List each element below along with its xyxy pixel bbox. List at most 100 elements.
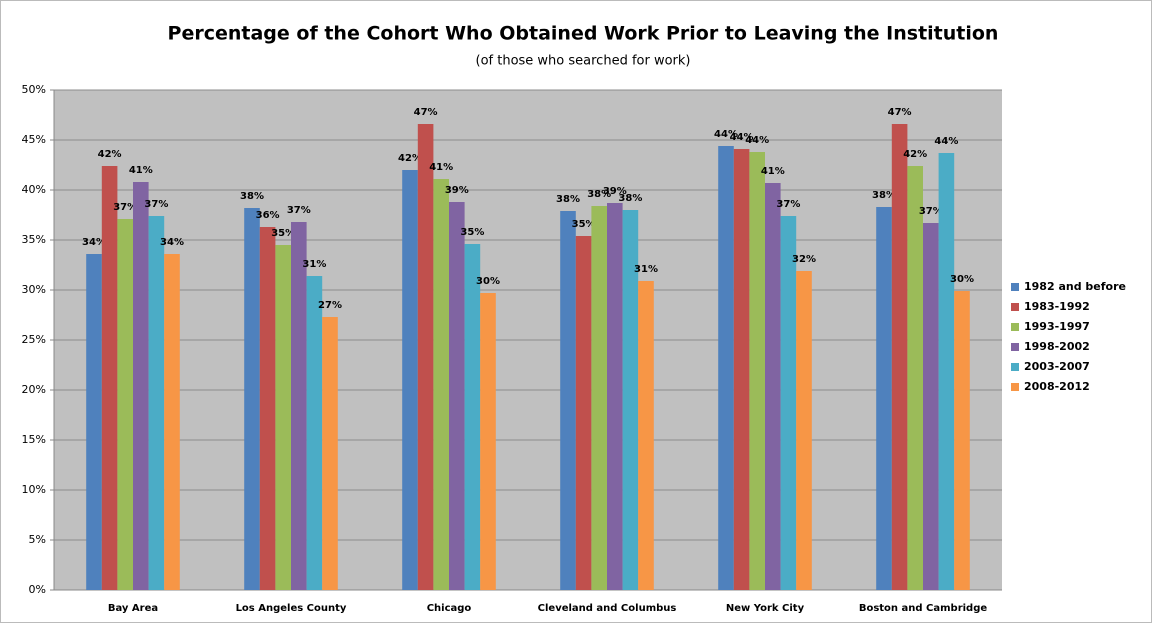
bar bbox=[622, 210, 639, 590]
y-tick-label: 25% bbox=[22, 333, 46, 346]
bar bbox=[259, 227, 276, 590]
value-label: 37% bbox=[113, 202, 137, 213]
bar bbox=[117, 219, 133, 590]
value-label: 31% bbox=[302, 259, 326, 270]
bar bbox=[433, 179, 449, 590]
bar bbox=[718, 146, 734, 590]
legend-swatch bbox=[1011, 363, 1019, 371]
y-tick-label: 15% bbox=[22, 433, 46, 446]
bar bbox=[86, 254, 102, 590]
bar bbox=[464, 244, 481, 590]
value-label: 42% bbox=[903, 149, 927, 160]
bar bbox=[907, 166, 923, 590]
bar bbox=[133, 182, 149, 590]
y-tick-label: 20% bbox=[22, 383, 46, 396]
bar bbox=[876, 207, 892, 590]
value-label: 31% bbox=[634, 264, 658, 275]
value-label: 37% bbox=[287, 205, 311, 216]
y-tick-label: 5% bbox=[29, 533, 46, 546]
legend-label: 1998-2002 bbox=[1024, 340, 1090, 353]
bar bbox=[480, 293, 496, 590]
value-label: 35% bbox=[271, 228, 295, 239]
bar bbox=[780, 216, 797, 590]
y-tick-label: 50% bbox=[22, 83, 46, 96]
value-label: 44% bbox=[745, 135, 769, 146]
bar bbox=[638, 281, 654, 590]
value-label: 38% bbox=[240, 191, 264, 202]
bar bbox=[607, 203, 623, 590]
value-label: 30% bbox=[950, 274, 974, 285]
value-label: 39% bbox=[445, 185, 469, 196]
y-tick-label: 10% bbox=[22, 483, 46, 496]
bar bbox=[101, 166, 118, 590]
legend-swatch bbox=[1011, 323, 1019, 331]
bar bbox=[275, 245, 291, 590]
y-tick-label: 45% bbox=[22, 133, 46, 146]
bar bbox=[591, 206, 607, 590]
value-label: 44% bbox=[934, 136, 958, 147]
value-label: 27% bbox=[318, 300, 342, 311]
bar bbox=[148, 216, 165, 590]
legend-swatch bbox=[1011, 303, 1019, 311]
value-label: 47% bbox=[414, 107, 438, 118]
y-tick-label: 40% bbox=[22, 183, 46, 196]
value-label: 30% bbox=[476, 276, 500, 287]
value-label: 38% bbox=[618, 193, 642, 204]
bar bbox=[749, 152, 765, 590]
legend-swatch bbox=[1011, 343, 1019, 351]
bar bbox=[244, 208, 260, 590]
value-label: 36% bbox=[256, 210, 280, 221]
bar bbox=[402, 170, 418, 590]
legend-label: 2003-2007 bbox=[1024, 360, 1090, 373]
bar bbox=[575, 236, 592, 590]
y-tick-label: 35% bbox=[22, 233, 46, 246]
value-label: 32% bbox=[792, 254, 816, 265]
value-label: 34% bbox=[160, 237, 184, 248]
bar bbox=[796, 271, 812, 590]
value-label: 35% bbox=[460, 227, 484, 238]
legend-label: 1993-1997 bbox=[1024, 320, 1090, 333]
legend-label: 2008-2012 bbox=[1024, 380, 1090, 393]
x-tick-label: Cleveland and Columbus bbox=[538, 603, 677, 614]
y-tick-label: 30% bbox=[22, 283, 46, 296]
bar bbox=[322, 317, 338, 590]
bar bbox=[417, 124, 434, 590]
value-label: 41% bbox=[429, 162, 453, 173]
chart-subtitle: (of those who searched for work) bbox=[476, 54, 691, 69]
legend-label: 1983-1992 bbox=[1024, 300, 1090, 313]
value-label: 44% bbox=[714, 129, 738, 140]
x-tick-label: Los Angeles County bbox=[236, 603, 347, 614]
bar bbox=[733, 149, 750, 590]
value-label: 42% bbox=[98, 149, 122, 160]
value-label: 38% bbox=[556, 194, 580, 205]
bar bbox=[560, 211, 576, 590]
value-label: 34% bbox=[82, 237, 106, 248]
bar bbox=[954, 291, 970, 590]
chart-title: Percentage of the Cohort Who Obtained Wo… bbox=[168, 23, 999, 45]
x-tick-label: Chicago bbox=[427, 603, 472, 614]
value-label: 37% bbox=[776, 199, 800, 210]
value-label: 41% bbox=[761, 166, 785, 177]
bar bbox=[291, 222, 307, 590]
value-label: 37% bbox=[919, 206, 943, 217]
value-label: 38% bbox=[872, 190, 896, 201]
x-tick-label: Boston and Cambridge bbox=[859, 603, 988, 614]
bar bbox=[164, 254, 180, 590]
legend-swatch bbox=[1011, 283, 1019, 291]
value-label: 47% bbox=[888, 107, 912, 118]
value-label: 42% bbox=[398, 153, 422, 164]
bar bbox=[765, 183, 781, 590]
bar bbox=[449, 202, 465, 590]
x-tick-label: New York City bbox=[726, 603, 805, 614]
y-tick-label: 0% bbox=[29, 583, 46, 596]
value-label: 37% bbox=[144, 199, 168, 210]
bar bbox=[938, 153, 955, 590]
legend-swatch bbox=[1011, 383, 1019, 391]
value-label: 44% bbox=[730, 132, 754, 143]
legend-label: 1982 and before bbox=[1024, 280, 1126, 293]
bar bbox=[923, 223, 939, 590]
value-label: 35% bbox=[572, 219, 596, 230]
value-label: 38% bbox=[587, 189, 611, 200]
value-label: 41% bbox=[129, 165, 153, 176]
